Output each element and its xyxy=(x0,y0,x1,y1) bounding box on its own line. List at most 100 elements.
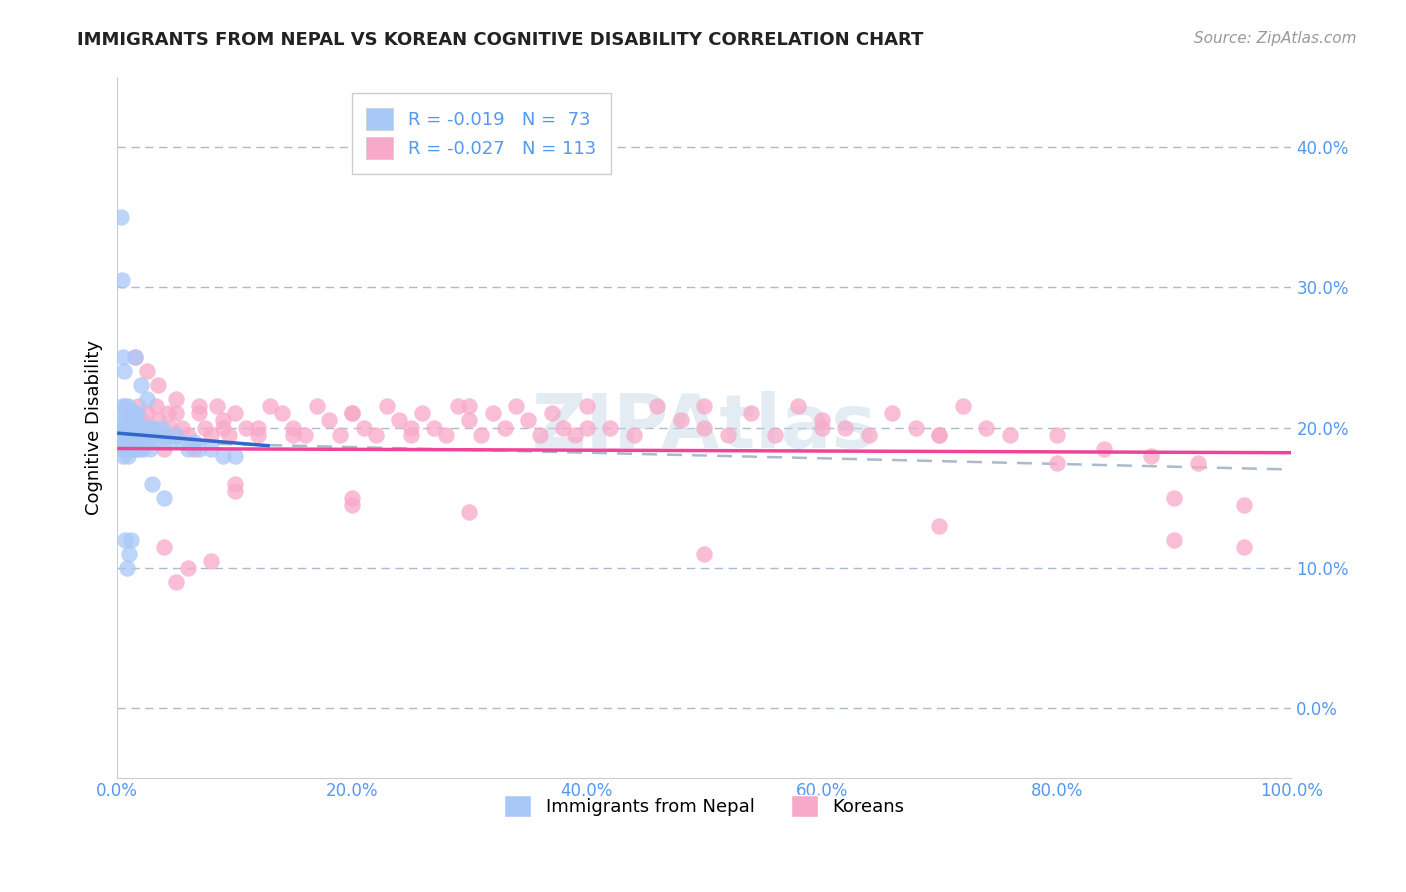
Point xyxy=(176,427,198,442)
Y-axis label: Cognitive Disability: Cognitive Disability xyxy=(86,340,103,515)
Point xyxy=(218,427,240,442)
Point xyxy=(188,400,211,414)
Point xyxy=(194,420,217,434)
Point xyxy=(388,413,411,427)
Point xyxy=(124,351,146,365)
Point xyxy=(110,211,132,225)
Point xyxy=(1163,533,1185,547)
Point xyxy=(763,427,786,442)
Legend: Immigrants from Nepal, Koreans: Immigrants from Nepal, Koreans xyxy=(498,788,911,824)
Point xyxy=(115,420,138,434)
Point xyxy=(458,413,481,427)
Point xyxy=(135,392,157,407)
Point xyxy=(153,427,176,442)
Point xyxy=(904,420,927,434)
Point xyxy=(998,427,1021,442)
Point xyxy=(176,560,198,574)
Point xyxy=(112,434,135,449)
Text: Source: ZipAtlas.com: Source: ZipAtlas.com xyxy=(1194,31,1357,46)
Point xyxy=(111,420,134,434)
Point xyxy=(494,420,516,434)
Point xyxy=(952,400,974,414)
Point xyxy=(114,400,136,414)
Point xyxy=(200,553,222,567)
Point xyxy=(118,407,141,421)
Point xyxy=(623,427,645,442)
Point xyxy=(129,378,152,392)
Point xyxy=(340,407,363,421)
Point xyxy=(138,427,160,442)
Point xyxy=(132,442,155,456)
Point xyxy=(135,434,157,449)
Point xyxy=(810,413,832,427)
Point xyxy=(1045,427,1067,442)
Point xyxy=(505,400,527,414)
Point xyxy=(148,413,170,427)
Point xyxy=(111,420,134,434)
Point xyxy=(135,407,157,421)
Point xyxy=(205,400,228,414)
Point xyxy=(153,442,176,456)
Point xyxy=(159,420,181,434)
Point xyxy=(458,504,481,518)
Point xyxy=(134,427,156,442)
Point xyxy=(111,273,134,287)
Point xyxy=(188,442,211,456)
Point xyxy=(318,413,340,427)
Point xyxy=(134,427,156,442)
Point xyxy=(148,378,170,392)
Point xyxy=(120,427,142,442)
Point xyxy=(183,434,205,449)
Point xyxy=(150,420,173,434)
Point xyxy=(353,420,375,434)
Point xyxy=(162,427,184,442)
Point xyxy=(112,427,135,442)
Point xyxy=(212,449,235,463)
Point xyxy=(247,427,270,442)
Point xyxy=(121,420,143,434)
Point xyxy=(120,442,142,456)
Point xyxy=(1233,540,1256,554)
Point xyxy=(110,442,132,456)
Point xyxy=(141,476,163,491)
Point xyxy=(121,407,143,421)
Point xyxy=(183,442,205,456)
Point xyxy=(447,400,470,414)
Point xyxy=(294,427,316,442)
Point xyxy=(125,413,148,427)
Point xyxy=(115,427,138,442)
Point xyxy=(553,420,575,434)
Point xyxy=(224,407,246,421)
Point xyxy=(115,560,138,574)
Point xyxy=(112,407,135,421)
Point xyxy=(143,427,166,442)
Point xyxy=(112,413,135,427)
Point xyxy=(153,540,176,554)
Point xyxy=(129,413,152,427)
Point xyxy=(283,427,305,442)
Point xyxy=(127,400,149,414)
Point xyxy=(787,400,810,414)
Point xyxy=(145,400,167,414)
Point xyxy=(122,427,145,442)
Point xyxy=(974,420,997,434)
Point xyxy=(112,364,135,378)
Point xyxy=(858,427,880,442)
Point xyxy=(124,351,146,365)
Point xyxy=(364,427,387,442)
Point xyxy=(120,407,142,421)
Point xyxy=(200,442,222,456)
Point xyxy=(117,449,139,463)
Point xyxy=(108,427,131,442)
Point xyxy=(120,420,142,434)
Point xyxy=(458,400,481,414)
Point xyxy=(128,442,150,456)
Point xyxy=(399,420,422,434)
Point xyxy=(470,427,492,442)
Point xyxy=(176,442,198,456)
Point xyxy=(329,427,352,442)
Point xyxy=(928,427,950,442)
Point xyxy=(170,434,193,449)
Point xyxy=(124,434,146,449)
Point xyxy=(131,427,153,442)
